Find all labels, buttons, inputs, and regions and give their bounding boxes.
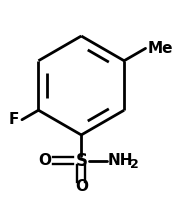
- Text: NH: NH: [108, 153, 133, 168]
- Text: O: O: [39, 153, 52, 168]
- Text: S: S: [75, 152, 87, 170]
- Text: O: O: [75, 179, 88, 194]
- Text: Me: Me: [147, 41, 173, 56]
- Text: 2: 2: [130, 158, 139, 171]
- Text: F: F: [9, 112, 19, 127]
